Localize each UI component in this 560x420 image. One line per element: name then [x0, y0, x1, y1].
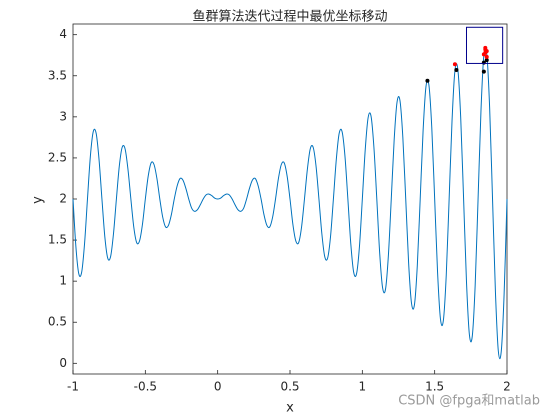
y-tick-label: 3 [59, 109, 67, 123]
best-position-point [484, 58, 489, 63]
y-tick-label: 3.5 [48, 68, 67, 82]
best-position-point [484, 54, 489, 59]
highlight-box [465, 26, 504, 64]
y-tick-label: 4 [59, 27, 67, 41]
watermark: CSDN @fpga和matlab [398, 394, 540, 409]
chart-title: 鱼群算法迭代过程中最优坐标移动 [192, 9, 387, 25]
y-tick-label: 1.5 [48, 233, 67, 247]
y-axis-label: y [31, 196, 46, 204]
x-tick-label: 0.5 [280, 380, 299, 394]
x-tick-label: 1.5 [425, 380, 444, 394]
line-series [72, 47, 508, 360]
x-axis-label: x [286, 401, 294, 416]
x-tick-label: -0.5 [134, 380, 157, 394]
y-tick-label: 2.5 [48, 150, 67, 164]
best-position-point [481, 69, 486, 74]
y-tick-label: 2 [59, 192, 67, 206]
x-tick-label: 0 [214, 380, 222, 394]
y-tick-label: 0 [59, 356, 67, 370]
x-tick-label: 2 [503, 380, 511, 394]
best-position-point [452, 62, 457, 67]
y-tick-label: 1 [59, 274, 67, 288]
x-tick-label: 1 [359, 380, 367, 394]
best-position-point [481, 52, 486, 57]
best-position-point [425, 78, 430, 83]
y-tick-label: 0.5 [48, 315, 67, 329]
x-tick-label: -1 [67, 380, 79, 394]
best-position-point [454, 68, 459, 73]
